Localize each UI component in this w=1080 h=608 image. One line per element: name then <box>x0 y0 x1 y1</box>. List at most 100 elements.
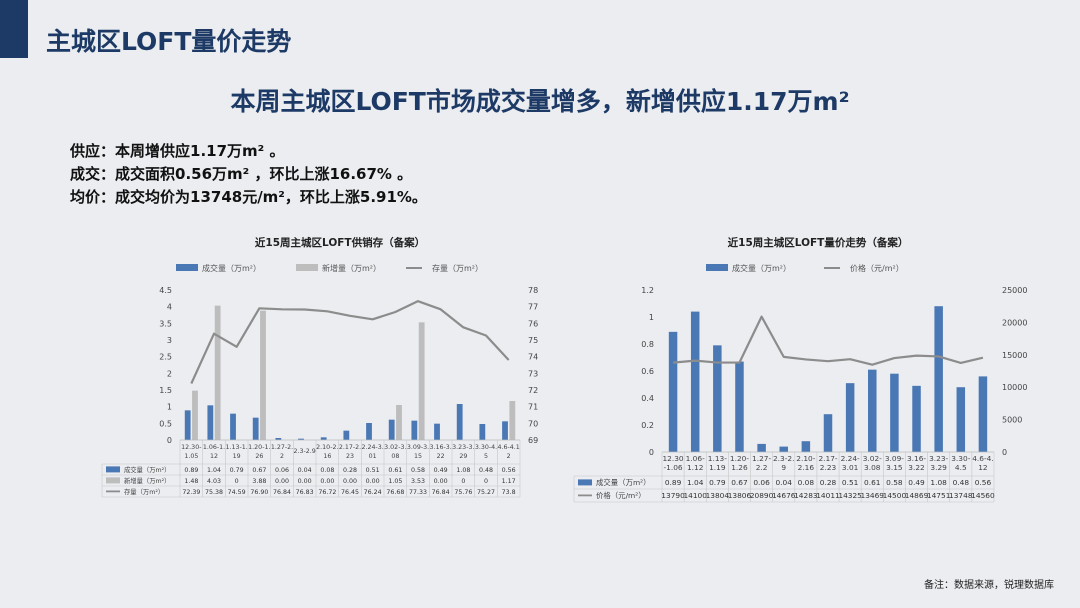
chart-bar <box>934 306 943 452</box>
table-cell-value: 20890 <box>750 491 774 500</box>
table-cell-value: 4.03 <box>207 478 221 485</box>
x-tick-label: 2.10-2. <box>316 444 338 451</box>
x-tick-label: 4.6-4.1 <box>498 444 520 451</box>
table-cell-value: 0.61 <box>388 467 402 474</box>
table-cell-value: 14325 <box>838 491 862 500</box>
table-cell-value: 0 <box>484 478 488 485</box>
table-cell-value: 76.90 <box>250 489 268 496</box>
x-tick-label: 2.17- <box>818 454 837 463</box>
y-tick-left: 0 <box>649 448 654 457</box>
x-tick-label: 1.12 <box>687 463 703 472</box>
chart-svg: 近15周主城区LOFT供销存（备案） 成交量（万m²） 新增量（万m²） 存量（万m²… <box>101 236 538 498</box>
chart-bar <box>668 331 678 452</box>
legend-label: 新增量（万m²） <box>322 263 381 273</box>
table-legend-swatch <box>578 479 592 486</box>
x-tick-label: 2 <box>507 453 511 460</box>
chart-bar <box>320 437 327 440</box>
table-row-label: 成交量（万m²） <box>596 478 651 487</box>
y-tick-left: 4.5 <box>159 286 172 295</box>
table-cell-value: 0.04 <box>775 478 792 487</box>
x-tick-label: 3.02-3. <box>384 444 406 451</box>
table-cell-value: 74.59 <box>228 489 246 496</box>
chart-bar <box>366 423 372 440</box>
y-tick-right: 0 <box>1002 448 1007 457</box>
x-tick-label: 2.24- <box>841 454 860 463</box>
legend-swatch-bar <box>176 264 198 271</box>
x-tick-label: 2.17-2. <box>339 444 361 451</box>
y-tick-right: 71 <box>528 403 538 412</box>
y-tick-left: 3 <box>167 336 172 345</box>
table-cell-value: 0.49 <box>908 478 925 487</box>
chart-bar <box>868 369 877 452</box>
y-tick-right: 78 <box>528 286 538 295</box>
x-tick-label: 2.2 <box>756 463 768 472</box>
x-tick-label: 2 <box>280 453 284 460</box>
table-row-label: 价格（元/m²） <box>596 491 646 500</box>
table-cell-value: 0.51 <box>842 478 859 487</box>
x-tick-label: 12 <box>210 453 218 460</box>
table-cell-value: 0.89 <box>665 478 682 487</box>
x-tick-label: 08 <box>391 453 399 460</box>
x-tick-label: 15 <box>414 453 422 460</box>
chart-bar <box>912 385 921 452</box>
table-cell-value: 76.84 <box>432 489 450 496</box>
table-cell-value: 76.72 <box>318 489 336 496</box>
table-cell-value: 3.88 <box>252 478 266 485</box>
x-tick-label: 2.10- <box>796 454 815 463</box>
legend-label: 价格（元/m²） <box>850 263 904 273</box>
chart-bar <box>713 345 722 452</box>
x-tick-label: 2.3-2.9 <box>294 448 316 455</box>
chart-series-line <box>672 315 984 366</box>
table-cell-value: 0.00 <box>343 478 357 485</box>
table-cell-value: 0.28 <box>820 478 837 487</box>
table-cell-value: 14100 <box>683 491 707 500</box>
footnote: 备注：数据来源，锐理数据库 <box>924 580 1054 591</box>
volume-price-chart: 近15周主城区LOFT量价走势（备案） 成交量（万m²） 价格（元/m²） 0 0.2 0… <box>572 228 1027 506</box>
x-tick-label: 3.08 <box>864 463 881 472</box>
x-tick-label: 5 <box>484 453 488 460</box>
chart-bar <box>214 305 221 440</box>
table-cell-value: 0.06 <box>275 467 289 474</box>
y-tick-left: 1 <box>167 403 172 412</box>
table-cell-value: 76.24 <box>364 489 382 496</box>
y-tick-left: 0.2 <box>641 421 654 430</box>
table-cell-value: 0.48 <box>479 467 493 474</box>
x-tick-label: 2.24-3. <box>362 444 384 451</box>
chart-bar <box>509 401 516 440</box>
y-tick-left: 0.4 <box>641 394 654 403</box>
table-cell-value: 13790 <box>661 491 685 500</box>
x-tick-label: 1.06- <box>686 454 705 463</box>
table-cell-value: 0.48 <box>953 478 970 487</box>
table-cell-value: 3.53 <box>411 478 425 485</box>
page-title: 主城区LOFT量价走势 <box>46 27 292 56</box>
x-tick-label: 26 <box>255 453 263 460</box>
y-tick-right: 10000 <box>1002 383 1027 392</box>
y-tick-right: 69 <box>528 436 538 445</box>
table-cell-value: 14500 <box>883 491 907 500</box>
y-tick-left: 0.6 <box>641 367 654 376</box>
x-tick-label: 1.27-2. <box>271 444 293 451</box>
y-tick-left: 2.5 <box>159 353 172 362</box>
chart-bar <box>192 390 198 440</box>
table-row-label: 存量（万m²） <box>124 487 164 496</box>
x-tick-label: 1.19 <box>709 463 726 472</box>
chart-bar <box>690 311 700 452</box>
y-tick-right: 5000 <box>1002 416 1022 425</box>
y-tick-right: 25000 <box>1002 286 1027 295</box>
table-cell-value: 1.04 <box>687 478 704 487</box>
y-tick-left: 0.5 <box>159 419 172 428</box>
y-tick-right: 20000 <box>1002 318 1027 327</box>
table-cell-value: 13748 <box>949 491 973 500</box>
legend-label: 存量（万m²） <box>432 263 483 273</box>
table-cell-value: 1.04 <box>207 467 221 474</box>
y-tick-right: 77 <box>528 303 538 312</box>
table-cell-value: 0.49 <box>434 467 448 474</box>
table-cell-value: 0.00 <box>298 478 312 485</box>
chart-title: 近15周主城区LOFT供销存（备案） <box>255 236 425 249</box>
table-cell-value: 1.08 <box>930 478 947 487</box>
table-cell-value: 76.68 <box>386 489 404 496</box>
x-tick-label: 16 <box>323 453 331 460</box>
y-tick-right: 70 <box>528 419 538 428</box>
table-cell-value: 0.00 <box>320 478 334 485</box>
table-row-label: 成交量（万m²） <box>124 465 170 474</box>
